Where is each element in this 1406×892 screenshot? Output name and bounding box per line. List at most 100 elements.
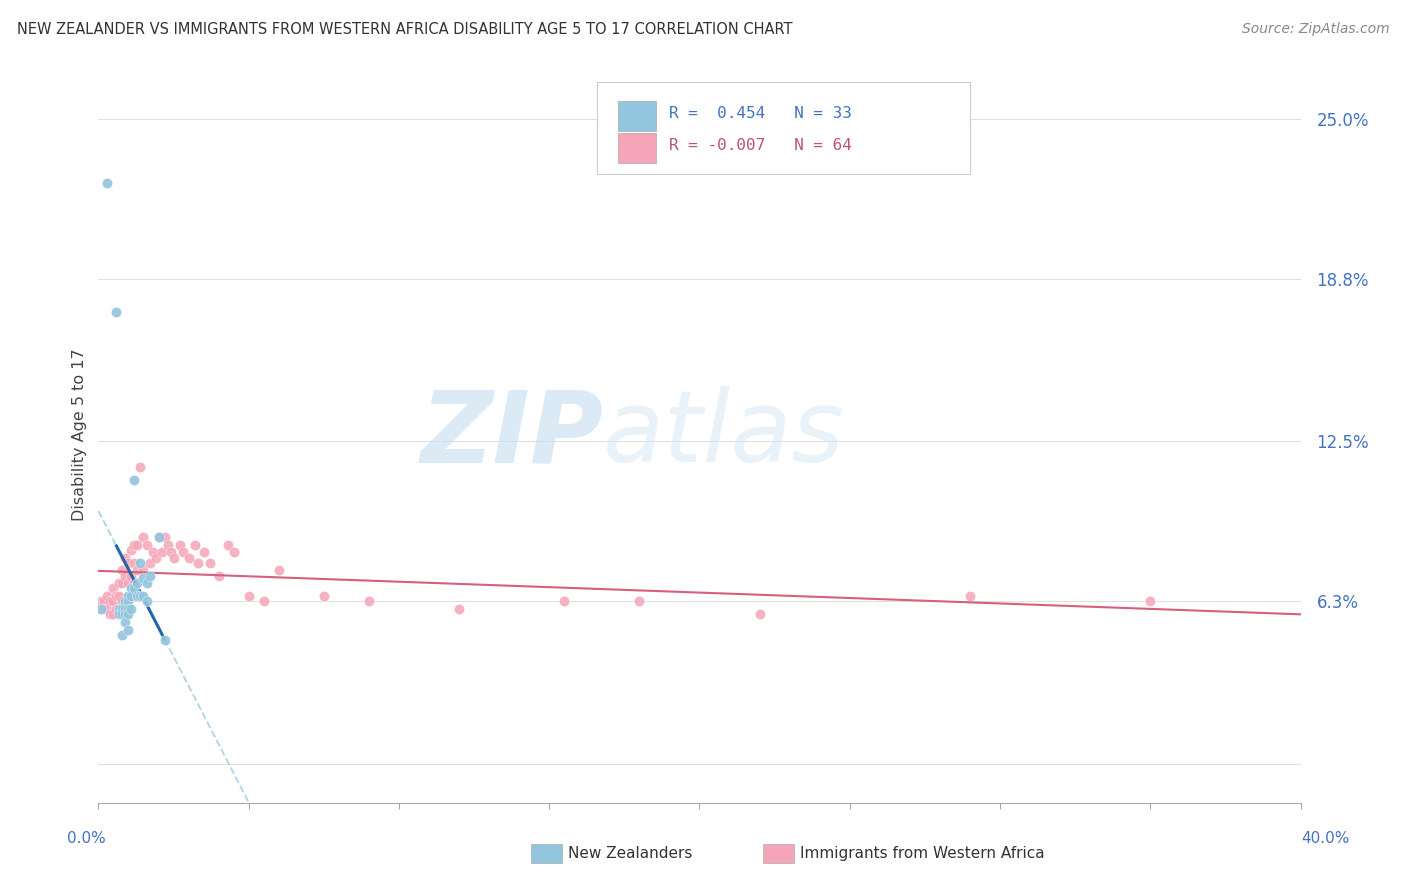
- Point: [105, 589, 128, 603]
- Point: [93, 594, 115, 608]
- Point: [132, 530, 155, 544]
- Point: [114, 615, 136, 629]
- Point: [103, 607, 125, 622]
- Point: [114, 607, 136, 622]
- Point: [117, 623, 139, 637]
- Point: [117, 589, 139, 603]
- Point: [553, 594, 575, 608]
- Point: [153, 633, 176, 648]
- Point: [159, 545, 181, 559]
- Point: [208, 568, 231, 582]
- Point: [162, 550, 184, 565]
- Text: 0.0%: 0.0%: [67, 831, 107, 846]
- Text: NEW ZEALANDER VS IMMIGRANTS FROM WESTERN AFRICA DISABILITY AGE 5 TO 17 CORRELATI: NEW ZEALANDER VS IMMIGRANTS FROM WESTERN…: [17, 22, 793, 37]
- Point: [127, 576, 149, 591]
- Point: [121, 568, 143, 582]
- Point: [111, 602, 134, 616]
- Point: [96, 589, 118, 603]
- Point: [312, 589, 335, 603]
- Point: [748, 607, 770, 622]
- Point: [138, 568, 160, 582]
- Point: [96, 602, 118, 616]
- Point: [132, 589, 155, 603]
- Point: [127, 589, 149, 603]
- Point: [150, 545, 173, 559]
- Point: [117, 589, 139, 603]
- Point: [153, 530, 176, 544]
- Point: [114, 602, 136, 616]
- Point: [217, 538, 239, 552]
- Y-axis label: Disability Age 5 to 17: Disability Age 5 to 17: [72, 349, 87, 521]
- Point: [187, 556, 209, 570]
- Point: [169, 538, 191, 552]
- Point: [108, 576, 131, 591]
- FancyBboxPatch shape: [617, 133, 657, 162]
- Point: [93, 602, 115, 616]
- Point: [959, 589, 981, 603]
- Point: [108, 589, 131, 603]
- Point: [148, 530, 170, 544]
- Point: [222, 545, 245, 559]
- Point: [253, 594, 276, 608]
- Point: [108, 602, 131, 616]
- Point: [177, 550, 200, 565]
- Point: [183, 538, 205, 552]
- Point: [103, 594, 125, 608]
- Point: [129, 460, 152, 475]
- Text: R = -0.007   N = 64: R = -0.007 N = 64: [669, 138, 852, 153]
- Point: [124, 538, 146, 552]
- Point: [111, 576, 134, 591]
- Point: [108, 607, 131, 622]
- Point: [132, 563, 155, 577]
- Point: [193, 545, 215, 559]
- Point: [124, 576, 146, 591]
- FancyBboxPatch shape: [598, 81, 970, 174]
- Point: [124, 473, 146, 487]
- Point: [357, 594, 380, 608]
- Point: [127, 563, 149, 577]
- Point: [103, 582, 125, 596]
- Point: [172, 545, 194, 559]
- Point: [117, 576, 139, 591]
- Point: [114, 594, 136, 608]
- Point: [132, 571, 155, 585]
- Point: [111, 563, 134, 577]
- Text: Immigrants from Western Africa: Immigrants from Western Africa: [800, 847, 1045, 861]
- Point: [129, 556, 152, 570]
- Point: [105, 305, 128, 319]
- Text: atlas: atlas: [603, 386, 845, 483]
- Point: [145, 550, 167, 565]
- Point: [156, 538, 179, 552]
- Point: [100, 607, 122, 622]
- Point: [127, 538, 149, 552]
- Point: [138, 556, 160, 570]
- FancyBboxPatch shape: [617, 102, 657, 131]
- Point: [447, 602, 470, 616]
- Point: [100, 594, 122, 608]
- Point: [1139, 594, 1161, 608]
- Point: [135, 576, 157, 591]
- Point: [124, 582, 146, 596]
- Point: [117, 602, 139, 616]
- Point: [114, 550, 136, 565]
- Point: [114, 568, 136, 582]
- Point: [90, 594, 112, 608]
- Text: R =  0.454   N = 33: R = 0.454 N = 33: [669, 106, 852, 120]
- Point: [117, 594, 139, 608]
- Point: [121, 602, 143, 616]
- Point: [238, 589, 260, 603]
- Point: [90, 602, 112, 616]
- Text: New Zealanders: New Zealanders: [568, 847, 692, 861]
- Point: [121, 589, 143, 603]
- Point: [108, 602, 131, 616]
- Text: Source: ZipAtlas.com: Source: ZipAtlas.com: [1241, 22, 1389, 37]
- Point: [135, 538, 157, 552]
- Point: [129, 589, 152, 603]
- Point: [111, 628, 134, 642]
- Point: [117, 607, 139, 622]
- Point: [111, 594, 134, 608]
- Point: [117, 556, 139, 570]
- Point: [96, 176, 118, 190]
- Point: [198, 556, 221, 570]
- Point: [121, 582, 143, 596]
